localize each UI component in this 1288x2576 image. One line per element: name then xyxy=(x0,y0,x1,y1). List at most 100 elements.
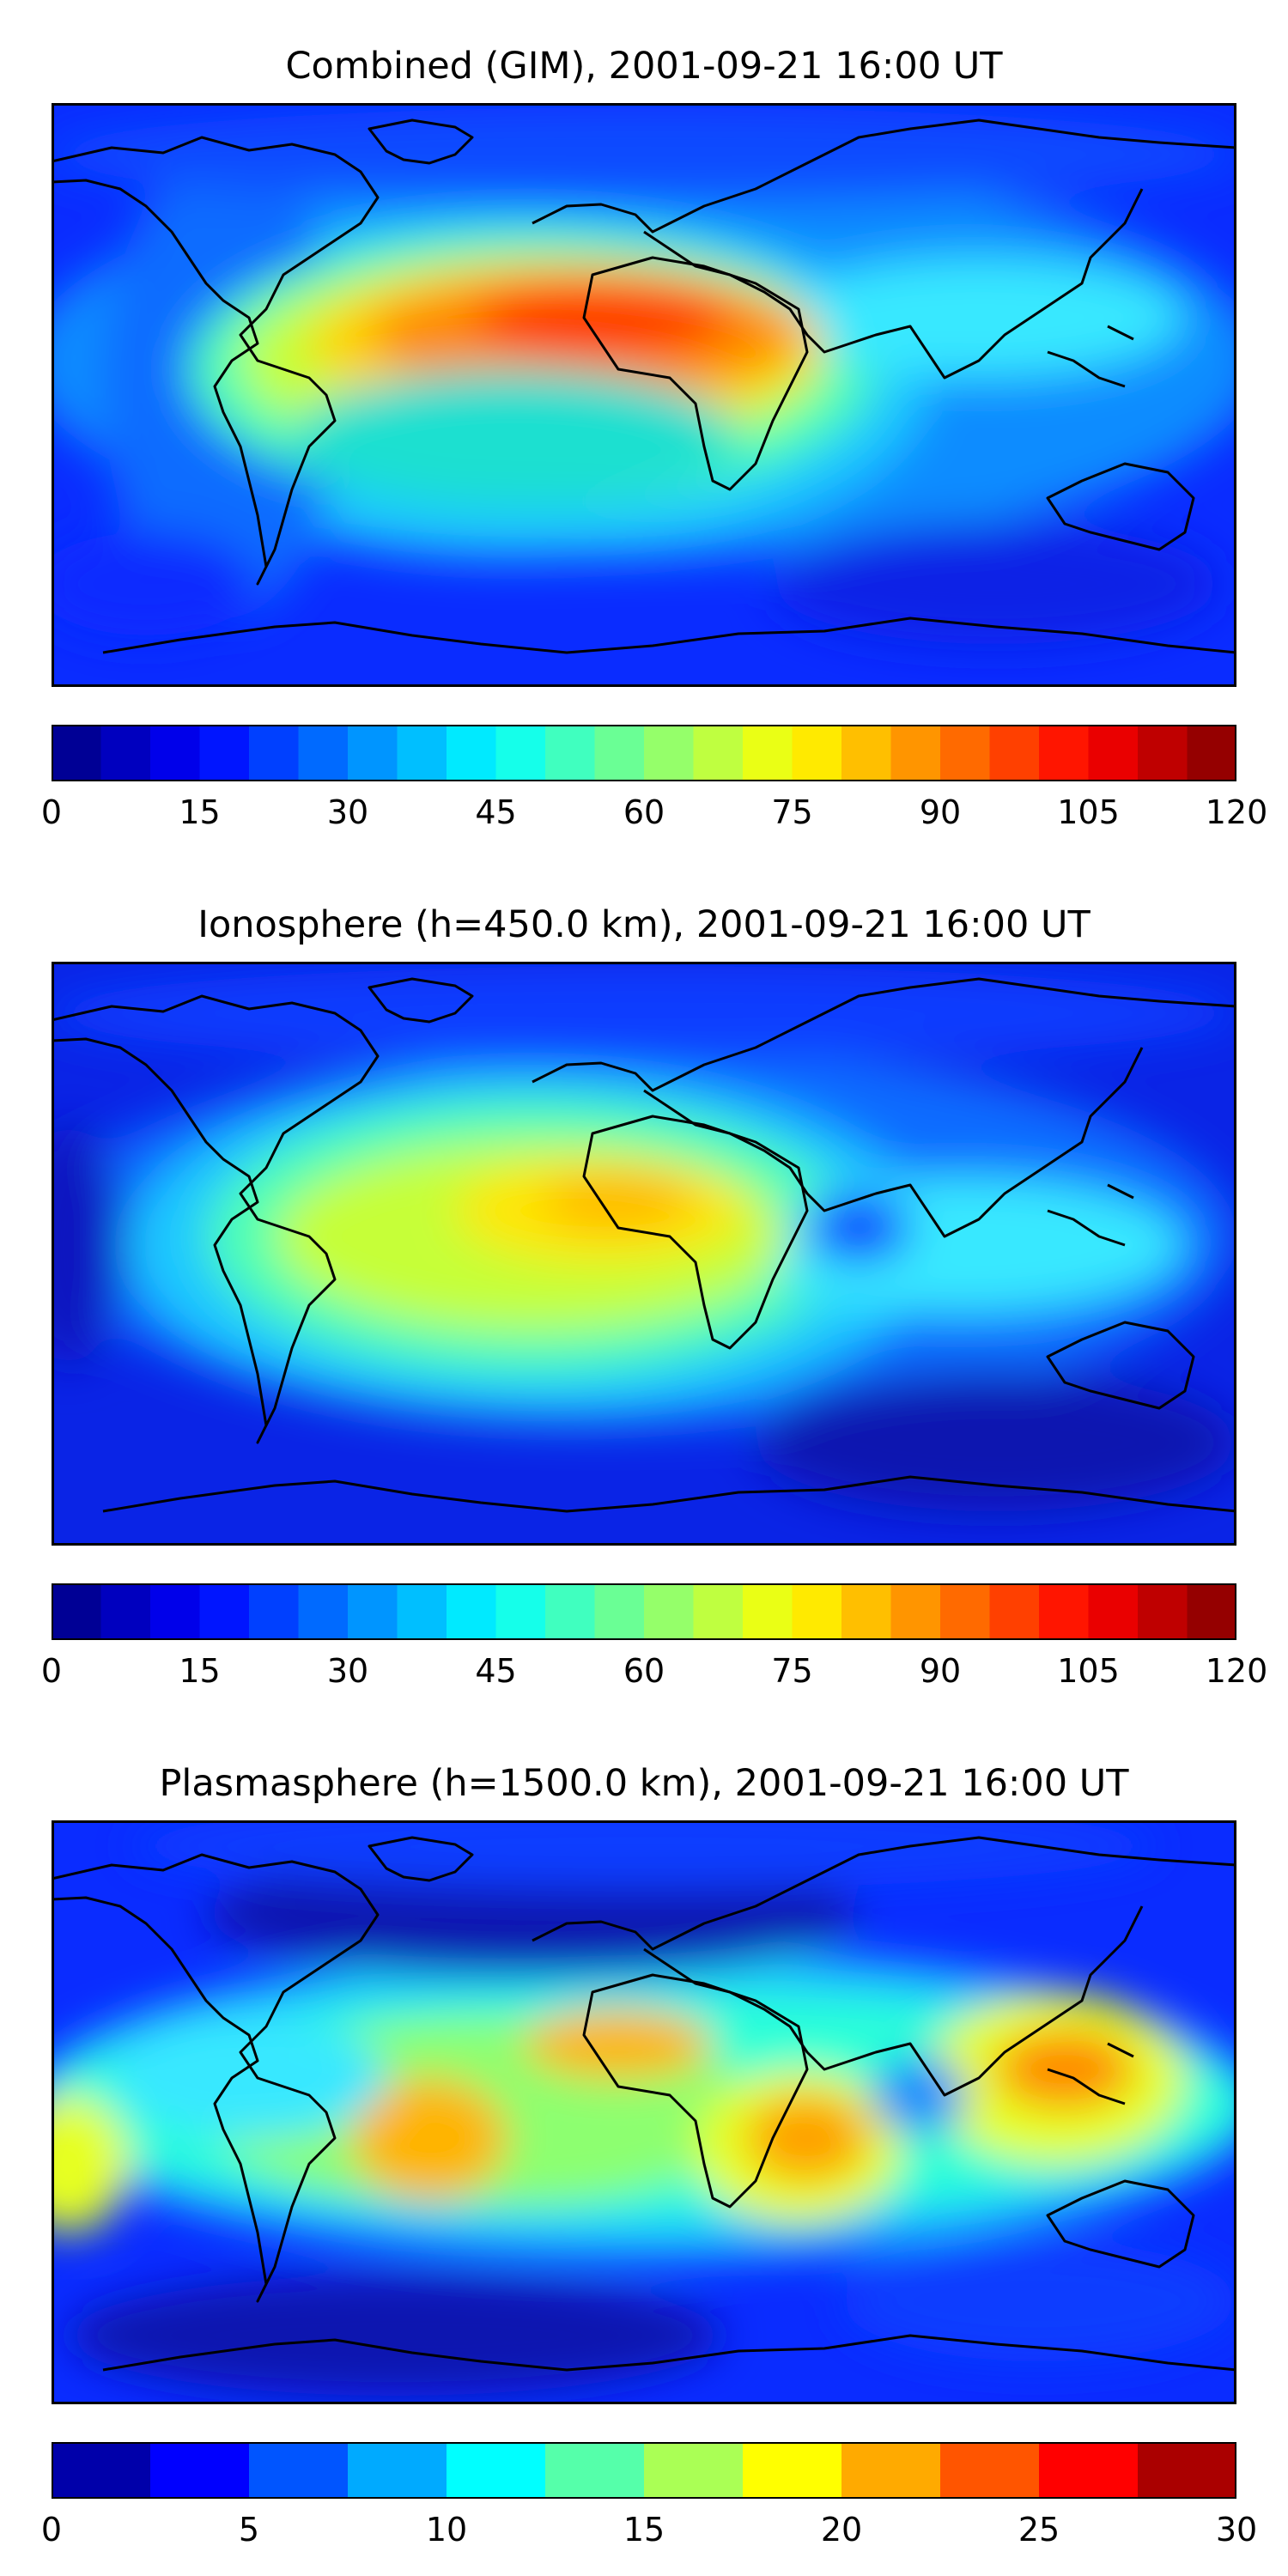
colorbar-tick-label: 0 xyxy=(40,2511,63,2549)
colorbar-level xyxy=(594,1583,645,1640)
map-ionosphere xyxy=(52,962,1236,1546)
colorbar-segments xyxy=(52,2442,1236,2499)
colorbar-level xyxy=(743,725,793,781)
colorbar-level xyxy=(397,725,447,781)
colorbar-level xyxy=(644,725,695,781)
colorbar-level xyxy=(1138,725,1188,781)
colorbar-level xyxy=(693,1583,744,1640)
colorbar-level xyxy=(447,1583,497,1640)
colorbar-tick-label: 105 xyxy=(1057,793,1120,831)
map-combined xyxy=(52,103,1236,687)
colorbar-tick-label: 45 xyxy=(475,1652,517,1690)
colorbar-tick-label: 0 xyxy=(40,1652,63,1690)
colorbar-level xyxy=(495,1583,546,1640)
colorbar-level xyxy=(348,725,398,781)
colorbar-level xyxy=(1088,725,1139,781)
colorbar-level xyxy=(1138,1583,1188,1640)
colorbar-level xyxy=(1088,1583,1139,1640)
colorbar-tick-label: 60 xyxy=(623,1652,665,1690)
colorbar-level xyxy=(890,1583,941,1640)
colorbar-tick-label: 0 xyxy=(40,793,63,831)
colorbar-level xyxy=(447,2442,546,2499)
colorbar-level xyxy=(940,725,991,781)
colorbar-level xyxy=(841,2442,941,2499)
colorbar-tick-label: 45 xyxy=(475,793,517,831)
colorbar-level xyxy=(495,725,546,781)
colorbar-level xyxy=(150,2442,250,2499)
colorbar-level xyxy=(545,725,596,781)
colorbar-tick-label: 30 xyxy=(1215,2511,1258,2549)
panel-title-ionosphere: Ionosphere (h=450.0 km), 2001-09-21 16:0… xyxy=(197,903,1091,946)
colorbar-tick-label: 75 xyxy=(771,1652,813,1690)
colorbar-tick-label: 120 xyxy=(1205,1652,1268,1690)
colorbar-tick-label: 10 xyxy=(425,2511,468,2549)
colorbar-level xyxy=(989,725,1040,781)
colorbar-level xyxy=(52,725,102,781)
colorbar-tick-label: 60 xyxy=(623,793,665,831)
colorbar-level xyxy=(52,1583,102,1640)
colorbar-level xyxy=(890,725,941,781)
colorbar-level xyxy=(940,1583,991,1640)
colorbar-level xyxy=(743,1583,793,1640)
colorbar-level xyxy=(940,2442,1040,2499)
colorbar-tick-label: 75 xyxy=(771,793,813,831)
colorbar-level xyxy=(100,1583,151,1640)
colorbar-combined xyxy=(52,725,1236,781)
colorbar-level xyxy=(348,1583,398,1640)
colorbar-ionosphere xyxy=(52,1583,1236,1640)
colorbar-tick-label: 15 xyxy=(179,1652,221,1690)
colorbar-tick-label: 15 xyxy=(623,2511,665,2549)
colorbar-level xyxy=(792,1583,842,1640)
colorbar-tick-label: 5 xyxy=(238,2511,260,2549)
colorbar-level xyxy=(150,725,201,781)
colorbar-level xyxy=(841,1583,892,1640)
colorbar-level xyxy=(644,2442,744,2499)
colorbar-level xyxy=(397,1583,447,1640)
colorbar-level xyxy=(841,725,892,781)
colorbar-segments xyxy=(52,725,1236,781)
map-plasmasphere xyxy=(52,1820,1236,2404)
colorbar-level xyxy=(1187,725,1236,781)
colorbar-level xyxy=(249,725,300,781)
colorbar-level xyxy=(1138,2442,1236,2499)
colorbar-level xyxy=(100,725,151,781)
colorbar-level xyxy=(743,2442,842,2499)
colorbar-tick-label: 90 xyxy=(919,793,962,831)
colorbar-tick-label: 25 xyxy=(1018,2511,1060,2549)
colorbar-level xyxy=(792,725,842,781)
colorbar-level xyxy=(1039,2442,1139,2499)
colorbar-ticks-combined: 0 15 30 45 60 75 90 105 120 xyxy=(41,788,1267,831)
colorbar-ticks-ionosphere: 0 15 30 45 60 75 90 105 120 xyxy=(41,1647,1267,1690)
panel-title-combined: Combined (GIM), 2001-09-21 16:00 UT xyxy=(285,45,1003,88)
colorbar-level xyxy=(989,1583,1040,1640)
colorbar-level xyxy=(1187,1583,1236,1640)
colorbar-level xyxy=(447,725,497,781)
colorbar-tick-label: 30 xyxy=(326,793,369,831)
colorbar-tick-label: 30 xyxy=(326,1652,369,1690)
colorbar-level xyxy=(644,1583,695,1640)
colorbar-level xyxy=(199,1583,250,1640)
colorbar-level xyxy=(249,2442,349,2499)
colorbar-tick-label: 15 xyxy=(179,793,221,831)
colorbar-level xyxy=(545,1583,596,1640)
colorbar-ticks-plasmasphere: 0 5 10 15 20 25 30 xyxy=(41,2506,1257,2549)
colorbar-level xyxy=(348,2442,447,2499)
colorbar-segments xyxy=(52,1583,1236,1640)
colorbar-level xyxy=(249,1583,300,1640)
colorbar-plasmasphere xyxy=(52,2442,1236,2499)
colorbar-level xyxy=(545,2442,645,2499)
colorbar-level xyxy=(594,725,645,781)
colorbar-level xyxy=(693,725,744,781)
colorbar-tick-label: 105 xyxy=(1057,1652,1120,1690)
colorbar-level xyxy=(1039,1583,1090,1640)
colorbar-level xyxy=(150,1583,201,1640)
panel-title-plasmasphere: Plasmasphere (h=1500.0 km), 2001-09-21 1… xyxy=(159,1762,1129,1805)
colorbar-tick-label: 20 xyxy=(820,2511,863,2549)
colorbar-level xyxy=(298,1583,349,1640)
colorbar-tick-label: 120 xyxy=(1205,793,1268,831)
colorbar-level xyxy=(1039,725,1090,781)
colorbar-level xyxy=(199,725,250,781)
colorbar-level xyxy=(298,725,349,781)
colorbar-level xyxy=(52,2442,151,2499)
colorbar-tick-label: 90 xyxy=(919,1652,962,1690)
